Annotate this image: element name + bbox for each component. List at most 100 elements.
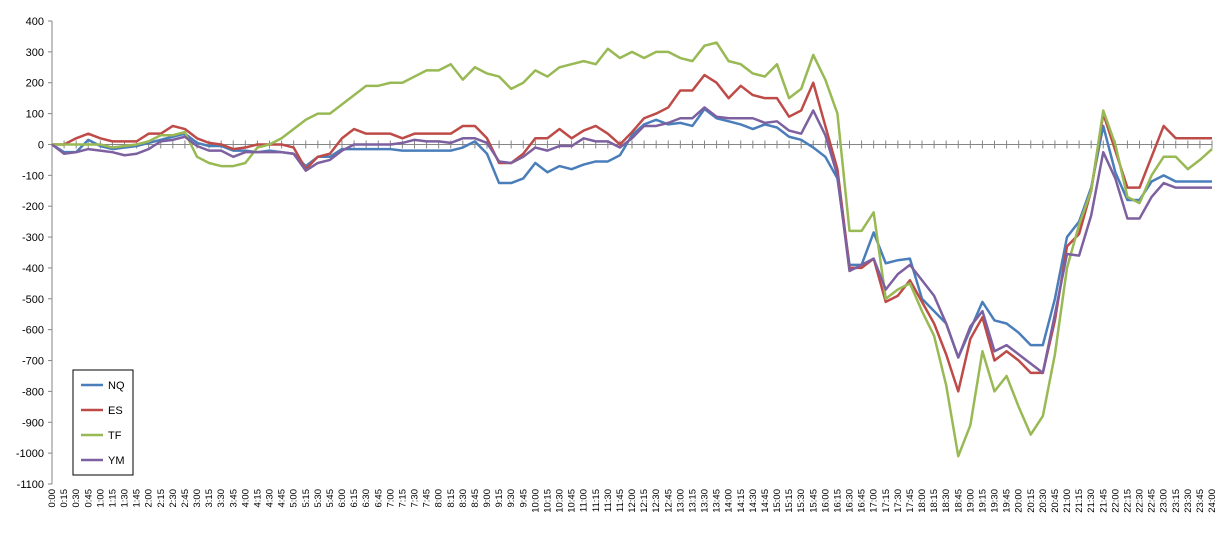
- x-tick-label: 12:30: [651, 489, 662, 513]
- x-tick-label: 14:30: [748, 489, 759, 513]
- y-tick-label: -100: [22, 170, 44, 182]
- x-tick-label: 8:45: [470, 489, 481, 508]
- x-tick-label: 3:15: [204, 489, 215, 508]
- y-tick-label: -800: [22, 386, 44, 398]
- y-tick-label: 400: [26, 16, 44, 28]
- y-tick-label: -300: [22, 232, 44, 244]
- x-tick-label: 1:30: [120, 489, 131, 508]
- x-tick-label: 16:15: [832, 489, 843, 513]
- x-tick-label: 4:30: [265, 489, 276, 508]
- y-tick-label: 200: [26, 78, 44, 90]
- x-tick-label: 9:00: [482, 489, 493, 508]
- x-tick-label: 0:30: [71, 489, 82, 508]
- x-tick-label: 16:45: [857, 489, 868, 513]
- x-tick-label: 2:15: [156, 489, 167, 508]
- x-tick-label: 18:00: [917, 489, 928, 513]
- x-tick-label: 21:45: [1098, 489, 1109, 513]
- series-line: [51, 107, 1212, 359]
- x-tick-label: 3:30: [216, 489, 227, 508]
- x-tick-label: 5:00: [289, 489, 300, 508]
- x-tick-label: 5:15: [301, 489, 312, 508]
- x-tick-label: 8:30: [458, 489, 469, 508]
- x-tick-label: 18:45: [953, 489, 964, 513]
- x-tick-label: 8:00: [434, 489, 445, 508]
- x-tick-label: 1:15: [107, 489, 118, 508]
- y-tick-label: 100: [26, 109, 44, 121]
- x-tick-label: 23:15: [1171, 489, 1182, 513]
- y-tick-label: -500: [22, 294, 44, 306]
- x-tick-label: 9:30: [506, 489, 517, 508]
- legend-label: NQ: [108, 380, 125, 392]
- x-tick-label: 2:00: [144, 489, 155, 508]
- legend: NQ ES TF YM: [72, 369, 134, 476]
- x-tick-label: 4:15: [252, 489, 263, 508]
- x-tick-label: 10:45: [567, 489, 578, 513]
- x-tick-label: 15:30: [796, 489, 807, 513]
- legend-box: [72, 369, 134, 476]
- x-tick-label: 12:15: [639, 489, 650, 513]
- x-tick-label: 21:30: [1086, 489, 1097, 513]
- x-tick-label: 4:00: [240, 489, 251, 508]
- x-tick-label: 1:00: [95, 489, 106, 508]
- x-tick-label: 0:15: [59, 489, 70, 508]
- x-tick-label: 3:00: [192, 489, 203, 508]
- legend-label: TF: [108, 430, 122, 442]
- x-tick-label: 18:15: [929, 489, 940, 513]
- x-tick-label: 6:45: [373, 489, 384, 508]
- x-tick-label: 17:15: [881, 489, 892, 513]
- x-tick-label: 23:00: [1159, 489, 1170, 513]
- x-tick-label: 2:30: [168, 489, 179, 508]
- x-tick-label: 6:15: [349, 489, 360, 508]
- y-tick-label: 0: [38, 139, 44, 151]
- x-tick-label: 16:30: [845, 489, 856, 513]
- x-tick-label: 6:30: [361, 489, 372, 508]
- series-line: [51, 106, 1212, 375]
- x-tick-label: 14:00: [724, 489, 735, 513]
- x-tick-label: 20:00: [1014, 489, 1025, 513]
- x-tick-label: 11:45: [615, 489, 626, 512]
- x-tick-label: 20:45: [1050, 489, 1061, 513]
- y-tick-label: 300: [26, 47, 44, 59]
- x-tick-label: 20:30: [1038, 489, 1049, 513]
- y-tick-label: -1100: [17, 479, 44, 491]
- x-tick-label: 9:15: [494, 489, 505, 508]
- x-tick-label: 9:45: [518, 489, 529, 508]
- legend-label: ES: [108, 405, 123, 417]
- legend-label: YM: [108, 455, 125, 467]
- x-tick-label: 19:15: [977, 489, 988, 513]
- x-tick-label: 10:15: [542, 489, 553, 513]
- x-tick-label: 23:45: [1195, 489, 1206, 513]
- x-tick-label: 24:00: [1207, 489, 1218, 513]
- x-tick-label: 23:30: [1183, 489, 1194, 513]
- x-tick-label: 17:30: [893, 489, 904, 513]
- series-line: [52, 41, 1213, 458]
- x-tick-label: 7:45: [422, 489, 433, 508]
- x-tick-label: 15:15: [784, 489, 795, 513]
- y-tick-label: -400: [22, 263, 44, 275]
- x-tick-label: 16:00: [820, 489, 831, 513]
- x-tick-label: 15:45: [808, 489, 819, 513]
- x-tick-label: 7:00: [385, 489, 396, 508]
- x-tick-label: 19:30: [990, 489, 1001, 513]
- x-tick-label: 17:45: [905, 489, 916, 513]
- x-tick-label: 0:45: [83, 489, 94, 508]
- y-tick-label: -200: [22, 201, 44, 213]
- x-tick-label: 4:45: [277, 489, 288, 508]
- x-tick-label: 13:45: [712, 489, 723, 513]
- x-tick-label: 1:45: [132, 489, 143, 508]
- x-tick-label: 3:45: [228, 489, 239, 508]
- x-tick-label: 22:45: [1147, 489, 1158, 513]
- x-tick-label: 10:00: [530, 489, 541, 513]
- x-tick-label: 11:15: [591, 489, 602, 512]
- x-tick-label: 22:00: [1110, 489, 1121, 513]
- x-tick-label: 13:15: [687, 489, 698, 513]
- x-tick-label: 5:30: [313, 489, 324, 508]
- x-tick-label: 11:00: [579, 489, 590, 512]
- x-tick-label: 19:00: [965, 489, 976, 513]
- x-tick-label: 15:00: [772, 489, 783, 513]
- x-tick-label: 10:30: [555, 489, 566, 513]
- x-tick-label: 22:15: [1122, 489, 1133, 513]
- x-tick-label: 22:30: [1135, 489, 1146, 513]
- x-tick-label: 5:45: [325, 489, 336, 508]
